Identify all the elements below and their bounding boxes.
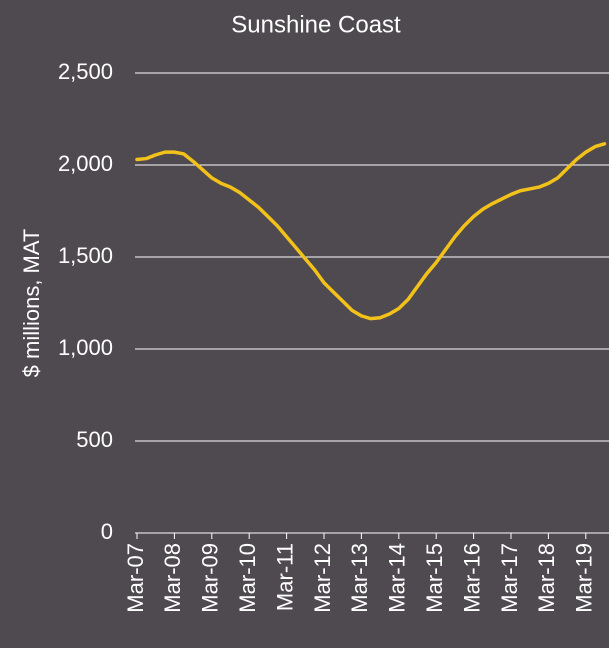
x-tick-label: Mar-09 — [198, 543, 223, 613]
x-tick-label: Mar-15 — [422, 543, 447, 613]
chart-title: Sunshine Coast — [231, 11, 401, 38]
x-tick-label: Mar-08 — [160, 543, 185, 613]
y-tick-label: 1,500 — [58, 243, 113, 268]
x-tick-label: Mar-17 — [497, 543, 522, 613]
x-tick-label: Mar-18 — [534, 543, 559, 613]
x-tick-label: Mar-10 — [235, 543, 260, 613]
x-tick-label: Mar-12 — [310, 543, 335, 613]
y-axis-label: $ millions, MAT — [19, 229, 44, 378]
line-series — [135, 142, 607, 321]
x-tick-label: Mar-16 — [459, 543, 484, 613]
y-tick-label: 500 — [76, 427, 113, 452]
x-tick-label: Mar-13 — [347, 543, 372, 613]
y-tick-label: 0 — [101, 519, 113, 544]
y-tick-label: 2,500 — [58, 59, 113, 84]
x-tick-label: Mar-07 — [123, 543, 148, 613]
y-tick-label: 1,000 — [58, 335, 113, 360]
x-tick-label: Mar-19 — [572, 543, 597, 613]
y-tick-label: 2,000 — [58, 151, 113, 176]
x-tick-label: Mar-14 — [385, 543, 410, 613]
x-tick-label: Mar-11 — [272, 543, 297, 611]
